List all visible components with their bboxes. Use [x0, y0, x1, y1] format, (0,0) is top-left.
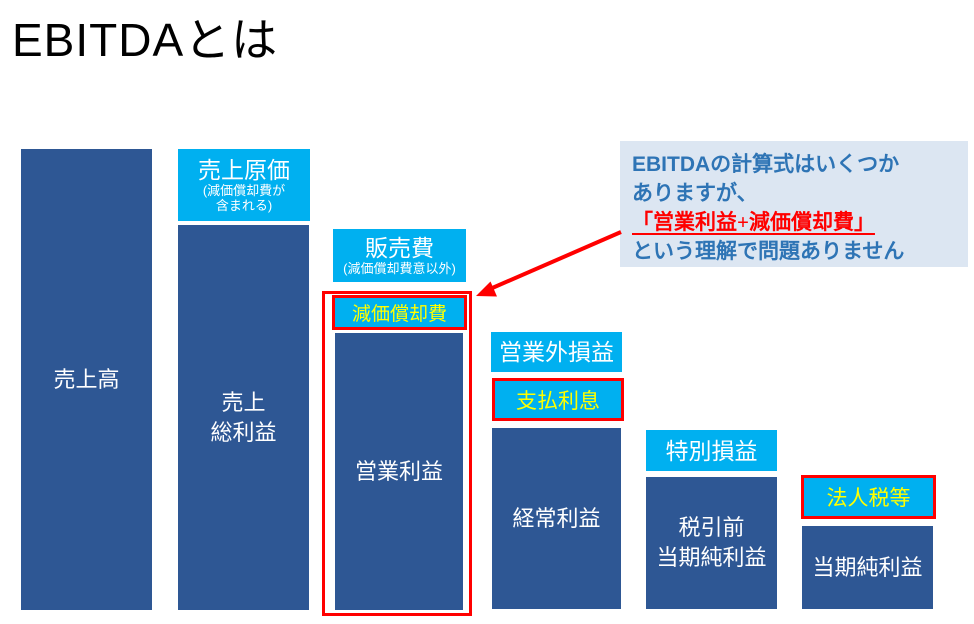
highlight-depreciation-label: 減価償却費	[351, 304, 447, 325]
bar-pretax-net-income: 税引前 当期純利益	[646, 477, 777, 609]
header-non-operating: 営業外損益	[491, 332, 622, 372]
highlight-interest-paid-label: 支払利息	[516, 389, 600, 413]
bar-operating-profit: 営業利益	[335, 333, 463, 610]
bar-net-income-label: 当期純利益	[812, 554, 923, 580]
bar-gross-profit-line1: 売上	[221, 389, 266, 415]
bar-revenue: 売上高	[21, 149, 152, 610]
ebitda-callout: EBITDAの計算式はいくつか ありますが、 「営業利益+減価償却費」 という理…	[620, 141, 968, 267]
bar-ordinary-profit: 経常利益	[492, 428, 621, 609]
header-cost-of-sales-title: 売上原価	[198, 157, 290, 183]
highlight-corporate-tax-label: 法人税等	[826, 487, 911, 510]
header-cost-of-sales: 売上原価 (減価償却費が 含まれる)	[178, 149, 310, 221]
bar-pretax-net-income-line2: 当期純利益	[656, 545, 767, 570]
header-selling-expenses-title: 販売費	[365, 235, 434, 261]
ebitda-group-outline	[322, 291, 472, 616]
bar-revenue-label: 売上高	[53, 366, 120, 392]
page-title: EBITDAとは	[12, 14, 279, 66]
highlight-depreciation: 減価償却費	[332, 295, 467, 330]
bar-pretax-net-income-line1: 税引前	[678, 515, 745, 540]
header-non-operating-title: 営業外損益	[499, 339, 614, 365]
header-extraordinary-title: 特別損益	[665, 437, 758, 464]
callout-formula: 「営業利益+減価償却費」	[632, 210, 875, 234]
highlight-corporate-tax: 法人税等	[801, 475, 936, 519]
callout-line1: EBITDAの計算式はいくつか	[632, 153, 900, 176]
header-selling-expenses-sub: (減価償却費意以外)	[343, 261, 456, 276]
header-cost-of-sales-sub2: 含まれる)	[215, 198, 273, 213]
bar-gross-profit-line2: 総利益	[210, 419, 277, 445]
bar-ordinary-profit-label: 経常利益	[512, 505, 601, 531]
bar-operating-profit-label: 営業利益	[354, 458, 443, 484]
header-extraordinary: 特別損益	[646, 430, 777, 471]
bar-net-income: 当期純利益	[802, 526, 933, 609]
header-selling-expenses: 販売費 (減価償却費意以外)	[333, 229, 466, 282]
highlight-interest-paid: 支払利息	[492, 378, 624, 421]
callout-line4: という理解で問題ありません	[632, 240, 905, 263]
bar-gross-profit: 売上 総利益	[178, 225, 309, 610]
header-cost-of-sales-sub1: (減価償却費が	[202, 183, 286, 198]
callout-line2: ありますが、	[632, 182, 758, 205]
